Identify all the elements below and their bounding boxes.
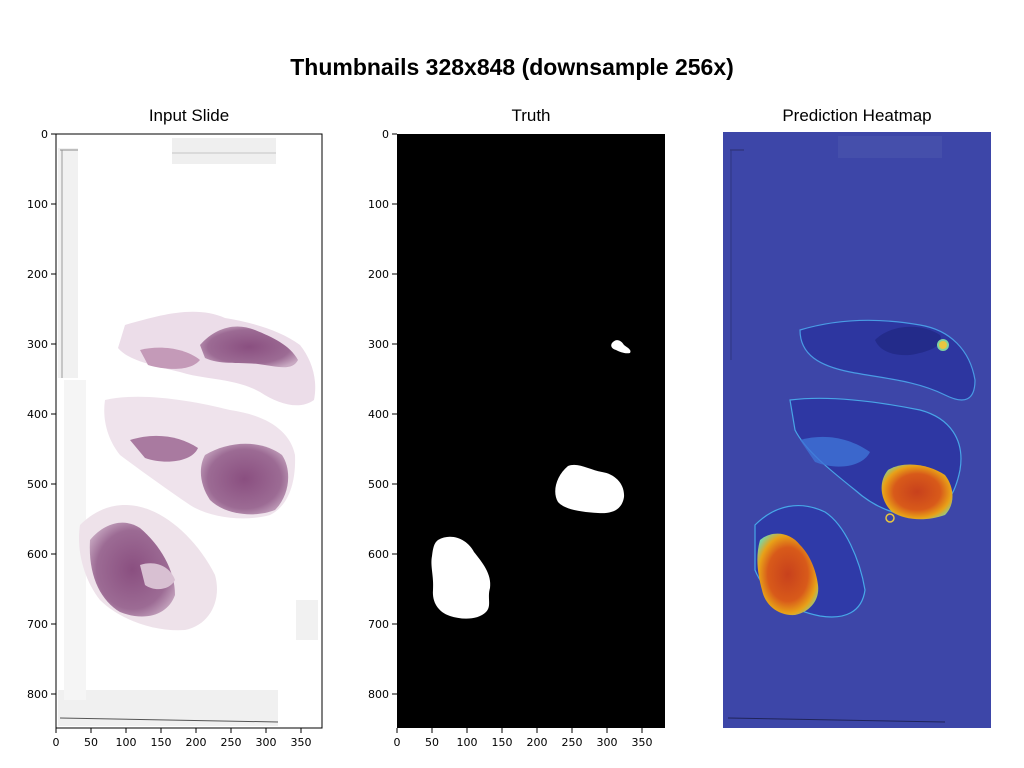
input-slide-y-axis: 0 100 200 300 400 500 600 700 800 [27, 128, 56, 701]
truth-small-region [611, 340, 631, 354]
tissue-middle-fragment [104, 396, 296, 519]
truth-middle-region [555, 464, 625, 514]
slide-edge-artifact [58, 148, 78, 378]
slide-bottom-artifact [58, 690, 278, 726]
y-tick-label: 200 [27, 268, 48, 281]
tissue-lower-fragment [78, 505, 217, 631]
y-tick-label: 700 [368, 618, 389, 631]
x-tick-label: 200 [527, 736, 548, 749]
truth-y-axis: 0 100 200 300 400 500 600 700 800 [368, 128, 397, 701]
input-slide-axes-frame [55, 133, 323, 729]
x-tick-label: 0 [53, 736, 60, 749]
panel-title-truth: Truth [511, 106, 551, 125]
x-tick-label: 200 [186, 736, 207, 749]
heatmap-high-regions [757, 464, 953, 616]
truth-lower-region [431, 536, 491, 619]
truth-mask-background [397, 134, 665, 728]
x-tick-label: 150 [151, 736, 172, 749]
x-tick-label: 250 [562, 736, 583, 749]
y-tick-label: 300 [368, 338, 389, 351]
input-slide-x-axis: 0 50 100 150 200 250 300 350 [53, 728, 312, 749]
heatmap-middle-hotspot [881, 464, 953, 520]
x-tick-label: 100 [457, 736, 478, 749]
y-tick-label: 800 [27, 688, 48, 701]
y-tick-label: 0 [41, 128, 48, 141]
y-tick-label: 800 [368, 688, 389, 701]
y-tick-label: 100 [27, 198, 48, 211]
x-tick-label: 300 [256, 736, 277, 749]
x-tick-label: 350 [632, 736, 653, 749]
truth-x-axis: 0 50 100 150 200 250 300 350 [394, 728, 653, 749]
y-tick-label: 100 [368, 198, 389, 211]
y-tick-label: 400 [368, 408, 389, 421]
y-tick-label: 700 [27, 618, 48, 631]
y-tick-label: 400 [27, 408, 48, 421]
x-tick-label: 350 [291, 736, 312, 749]
y-tick-label: 200 [368, 268, 389, 281]
y-tick-label: 300 [27, 338, 48, 351]
x-tick-label: 0 [394, 736, 401, 749]
figure-title: Thumbnails 328x848 (downsample 256x) [290, 54, 734, 80]
x-tick-label: 150 [492, 736, 513, 749]
truth-mask-regions [431, 340, 631, 619]
panel-title-input-slide: Input Slide [148, 106, 230, 125]
x-tick-label: 50 [425, 736, 439, 749]
slide-label-artifact [172, 138, 276, 164]
truth-panel: 0 50 100 150 200 250 300 350 0 100 200 3… [368, 128, 665, 749]
heatmap-lower-hotspot [757, 533, 819, 616]
x-tick-label: 50 [84, 736, 98, 749]
tissue-upper-fragment [118, 311, 316, 406]
y-tick-label: 500 [368, 478, 389, 491]
input-slide-panel: 0 50 100 150 200 250 300 350 0 100 200 3… [27, 128, 323, 749]
panel-title-prediction-heatmap: Prediction Heatmap [782, 106, 932, 125]
y-tick-label: 600 [368, 548, 389, 561]
x-tick-label: 100 [116, 736, 137, 749]
x-tick-label: 300 [597, 736, 618, 749]
y-tick-label: 500 [27, 478, 48, 491]
y-tick-label: 0 [382, 128, 389, 141]
y-tick-label: 600 [27, 548, 48, 561]
x-tick-label: 250 [221, 736, 242, 749]
prediction-heatmap-panel [723, 132, 991, 728]
